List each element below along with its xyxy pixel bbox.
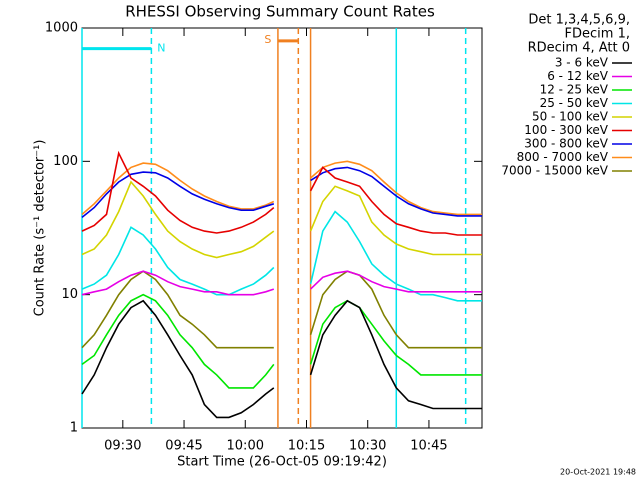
legend-label: 25 - 50 keV: [540, 96, 609, 110]
series-line: [81, 180, 482, 259]
y-tick-label: 100: [53, 154, 78, 169]
series-line: [81, 160, 482, 216]
flag-label: S: [264, 33, 271, 46]
series-line: [81, 210, 482, 302]
series-line: [81, 150, 482, 236]
x-tick-label: 09:45: [165, 439, 202, 454]
x-tick-label: 10:30: [349, 439, 386, 454]
x-tick-label: 10:00: [227, 439, 264, 454]
legend-label: 800 - 7000 keV: [517, 150, 609, 164]
legend-header: RDecim 4, Att 0: [528, 41, 630, 56]
series-line: [81, 293, 482, 389]
y-tick-label: 1: [70, 421, 78, 436]
legend-label: 50 - 100 keV: [532, 110, 609, 124]
y-tick-label: 1000: [45, 21, 78, 36]
legend-label: 100 - 300 keV: [524, 123, 608, 137]
y-tick-label: 10: [61, 287, 78, 302]
legend-label: 3 - 6 keV: [555, 56, 609, 70]
series-line: [81, 166, 482, 219]
series-line: [81, 299, 482, 419]
footer: 20-Oct-2021 19:48: [560, 468, 636, 477]
chart-title: RHESSI Observing Summary Count Rates: [125, 3, 435, 21]
series-line: [81, 270, 482, 296]
legend-header: FDecim 1,: [565, 27, 630, 42]
legend-header: Det 1,3,4,5,6,9,: [528, 13, 630, 28]
series-line: [81, 270, 482, 349]
y-axis-label: Count Rate (s⁻¹ detector⁻¹): [33, 140, 48, 317]
legend-label: 300 - 800 keV: [524, 137, 608, 151]
legend-label: 6 - 12 keV: [547, 69, 609, 83]
x-axis-label: Start Time (26-Oct-05 09:19:42): [177, 455, 387, 470]
x-tick-label: 10:15: [288, 439, 325, 454]
flag-label: N: [157, 42, 165, 55]
x-tick-label: 10:45: [410, 439, 447, 454]
legend-label: 12 - 25 keV: [540, 83, 609, 97]
x-tick-label: 09:30: [104, 439, 141, 454]
legend-label: 7000 - 15000 keV: [501, 164, 608, 178]
